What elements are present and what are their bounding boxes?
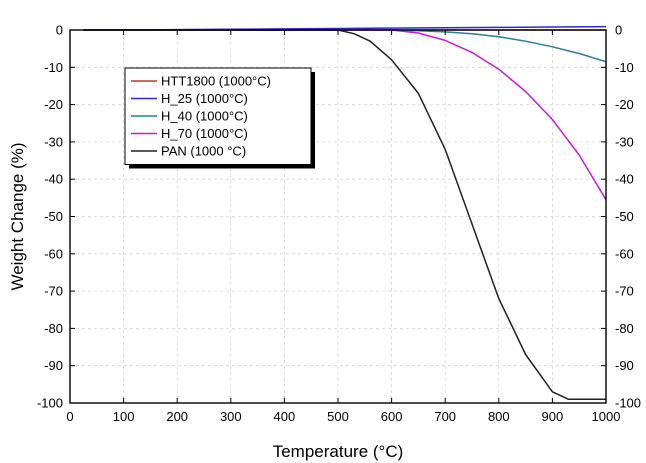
legend-label-3: H_70 (1000°C) [161, 126, 248, 141]
x-tick-label: 900 [542, 409, 564, 424]
x-axis-title: Temperature (°C) [273, 442, 404, 461]
right-tick-label: -70 [615, 284, 634, 299]
right-tick-label: -10 [615, 60, 634, 75]
y-tick-label: -30 [44, 134, 63, 149]
right-tick-label: -80 [615, 321, 634, 336]
right-tick-label: -100 [615, 396, 641, 411]
right-tick-label: -60 [615, 246, 634, 261]
x-tick-label: 600 [381, 409, 403, 424]
y-tick-label: -10 [44, 60, 63, 75]
legend: HTT1800 (1000°C) H_25 (1000°C) H_40 (1000°… [124, 67, 315, 169]
tick-layer: 0 100 200 300 400 500 600 700 800 900 1000 0 -10 -20 -… [37, 23, 641, 425]
x-tick-label: 800 [488, 409, 510, 424]
legend-label-4: PAN (1000 °C) [161, 144, 246, 159]
y-tick-label: -80 [44, 321, 63, 336]
y-tick-label: -90 [44, 358, 63, 373]
y-tick-label: -70 [44, 284, 63, 299]
legend-label-2: H_40 (1000°C) [161, 109, 248, 124]
legend-label-1: H_25 (1000°C) [161, 91, 248, 106]
x-tick-label: 400 [274, 409, 296, 424]
x-tick-label: 300 [220, 409, 242, 424]
x-tick-label: 500 [327, 409, 349, 424]
x-tick-label: 100 [113, 409, 135, 424]
legend-label-0: HTT1800 (1000°C) [161, 74, 271, 89]
right-tick-label: -90 [615, 358, 634, 373]
series-line-2 [83, 29, 607, 63]
y-tick-label: 0 [56, 23, 63, 38]
y-tick-label: -50 [44, 209, 63, 224]
y-tick-label: -40 [44, 172, 63, 187]
y-tick-label: -60 [44, 246, 63, 261]
x-tick-label: 200 [166, 409, 188, 424]
x-tick-label: 700 [434, 409, 456, 424]
x-tick-label: 0 [66, 409, 73, 424]
right-tick-label: -30 [615, 134, 634, 149]
y-axis-title: Weight Change (%) [8, 142, 27, 290]
right-tick-label: 0 [615, 23, 622, 38]
y-tick-label: -20 [44, 97, 63, 112]
right-tick-label: -20 [615, 97, 634, 112]
right-tick-label: -50 [615, 209, 634, 224]
right-tick-label: -40 [615, 172, 634, 187]
y-tick-label: -100 [37, 396, 63, 411]
x-tick-label: 1000 [592, 409, 621, 424]
